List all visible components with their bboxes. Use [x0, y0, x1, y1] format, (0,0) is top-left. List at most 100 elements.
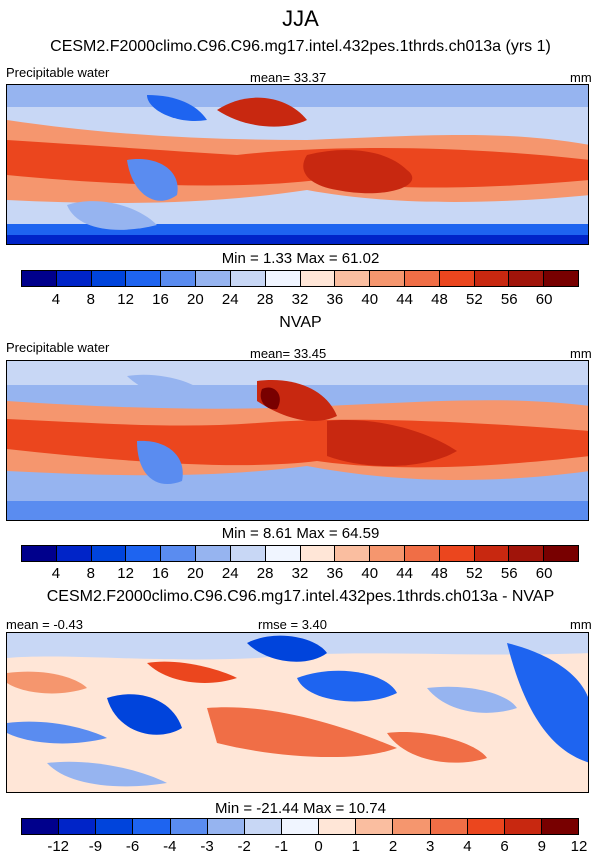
colorbar-tick-label: -3 [200, 838, 214, 855]
colorbar-swatch [22, 546, 57, 561]
colorbar-tick-label: 24 [221, 565, 239, 582]
colorbar-tick-label: 48 [431, 291, 448, 308]
colorbar-swatch [170, 819, 208, 834]
colorbar-swatch [404, 271, 440, 286]
colorbar-tick-label: -4 [163, 838, 177, 855]
colorbar-tick-label: 12 [117, 565, 134, 582]
panel-3-colorbar [21, 818, 579, 835]
panel-2-units-label: mm [570, 346, 592, 361]
colorbar-swatch [56, 546, 92, 561]
panel-3-map [6, 632, 589, 793]
colorbar-tick-label: 8 [86, 291, 95, 308]
colorbar-swatch [335, 271, 371, 286]
colorbar-swatch [509, 546, 545, 561]
colorbar-swatch [544, 546, 578, 561]
colorbar-tick-label: 60 [535, 565, 553, 582]
colorbar-swatch [133, 819, 171, 834]
colorbar-swatch [504, 819, 542, 834]
colorbar-tick-label: 4 [51, 565, 61, 582]
colorbar-swatch [439, 271, 475, 286]
colorbar-swatch [541, 819, 579, 834]
colorbar-swatch [319, 819, 357, 834]
colorbar-tick-label: 20 [187, 565, 204, 582]
colorbar-swatch [265, 546, 301, 561]
panel-1-colorbar [21, 270, 579, 287]
colorbar-tick-label: 52 [466, 291, 483, 308]
colorbar-tick-label: 4 [463, 838, 472, 855]
colorbar-tick-label: -1 [274, 838, 289, 855]
colorbar-tick-label: 2 [388, 838, 398, 855]
colorbar-swatch [96, 819, 134, 834]
colorbar-tick-label: 36 [326, 565, 344, 582]
panel-2-mean-label: mean= 33.45 [250, 346, 327, 361]
colorbar-tick-label: -6 [125, 838, 140, 855]
colorbar-swatch [393, 819, 431, 834]
colorbar-swatch [281, 819, 320, 834]
colorbar-tick-label: 16 [152, 291, 169, 308]
colorbar-tick-label: 52 [466, 565, 483, 582]
colorbar-tick-label: 1 [351, 838, 360, 855]
colorbar-swatch [265, 271, 301, 286]
colorbar-tick-label: 48 [431, 565, 448, 582]
panel-3-stats: Min = -21.44 Max = 10.74 [215, 800, 386, 817]
colorbar-swatch [300, 271, 336, 286]
colorbar-tick-label: 6 [500, 838, 509, 855]
colorbar-tick-label: 28 [256, 291, 274, 308]
colorbar-swatch [439, 546, 475, 561]
colorbar-tick-label: 9 [537, 838, 546, 855]
panel-1-colorbar-labels: 4 8 12 16 20 24 28 32 36 40 44 48 52 56 60 [21, 291, 579, 308]
colorbar-swatch [126, 546, 162, 561]
panel-3-units-label: mm [570, 617, 592, 632]
panel-3-mean-label: mean = -0.43 [6, 617, 83, 632]
colorbar-tick-label: 16 [152, 565, 169, 582]
panel-1-stats: Min = 1.33 Max = 61.02 [221, 250, 380, 267]
panel-2-colorbar [21, 545, 579, 562]
colorbar-swatch [404, 546, 440, 561]
colorbar-swatch [335, 546, 371, 561]
colorbar-tick-label: 56 [500, 291, 518, 308]
colorbar-tick-label: 44 [396, 291, 413, 308]
colorbar-swatch [126, 271, 162, 286]
figure-title: JJA [282, 6, 319, 31]
colorbar-tick-label: 24 [221, 291, 239, 308]
panel-2-map [6, 360, 589, 521]
colorbar-tick-label: 60 [535, 291, 553, 308]
colorbar-swatch [22, 819, 60, 834]
panel-2-stats: Min = 8.61 Max = 64.59 [221, 525, 380, 542]
colorbar-tick-label: 44 [396, 565, 413, 582]
colorbar-tick-label: 40 [361, 291, 379, 308]
panel-3-rmse-label: rmse = 3.40 [258, 617, 328, 632]
colorbar-tick-label: 3 [426, 838, 435, 855]
colorbar-swatch [467, 819, 505, 834]
colorbar-swatch [22, 271, 57, 286]
colorbar-swatch [509, 271, 545, 286]
colorbar-swatch [544, 271, 578, 286]
colorbar-tick-label: 32 [291, 291, 309, 308]
panel-1-map [6, 84, 589, 245]
panel-3-title: CESM2.F2000climo.C96.C96.mg17.intel.432p… [46, 588, 555, 605]
panel-1-mean-label: mean= 33.37 [250, 70, 327, 85]
colorbar-tick-label: -12 [47, 838, 70, 855]
colorbar-swatch [356, 819, 394, 834]
colorbar-tick-label: -9 [88, 838, 103, 855]
colorbar-swatch [161, 546, 197, 561]
panel-3-colorbar-labels: -12 -9 -6 -4 -3 -2 -1 0 1 2 3 4 6 9 12 [21, 838, 587, 855]
colorbar-swatch [56, 271, 92, 286]
colorbar-swatch [300, 546, 336, 561]
panel-1-title: CESM2.F2000climo.C96.C96.mg17.intel.432p… [50, 38, 551, 55]
colorbar-swatch [430, 819, 468, 834]
colorbar-tick-label: 12 [117, 291, 134, 308]
colorbar-swatch [91, 271, 127, 286]
colorbar-swatch [196, 271, 231, 286]
colorbar-swatch [230, 271, 266, 286]
panel-1-variable-label: Precipitable water [6, 65, 110, 80]
colorbar-tick-label: 40 [361, 565, 379, 582]
panel-2-variable-label: Precipitable water [6, 340, 110, 355]
colorbar-tick-label: 28 [256, 565, 274, 582]
colorbar-swatch [196, 546, 231, 561]
colorbar-swatch [230, 546, 266, 561]
colorbar-swatch [91, 546, 127, 561]
colorbar-tick-label: 32 [291, 565, 309, 582]
colorbar-swatch [244, 819, 282, 834]
colorbar-tick-label: 4 [51, 291, 61, 308]
